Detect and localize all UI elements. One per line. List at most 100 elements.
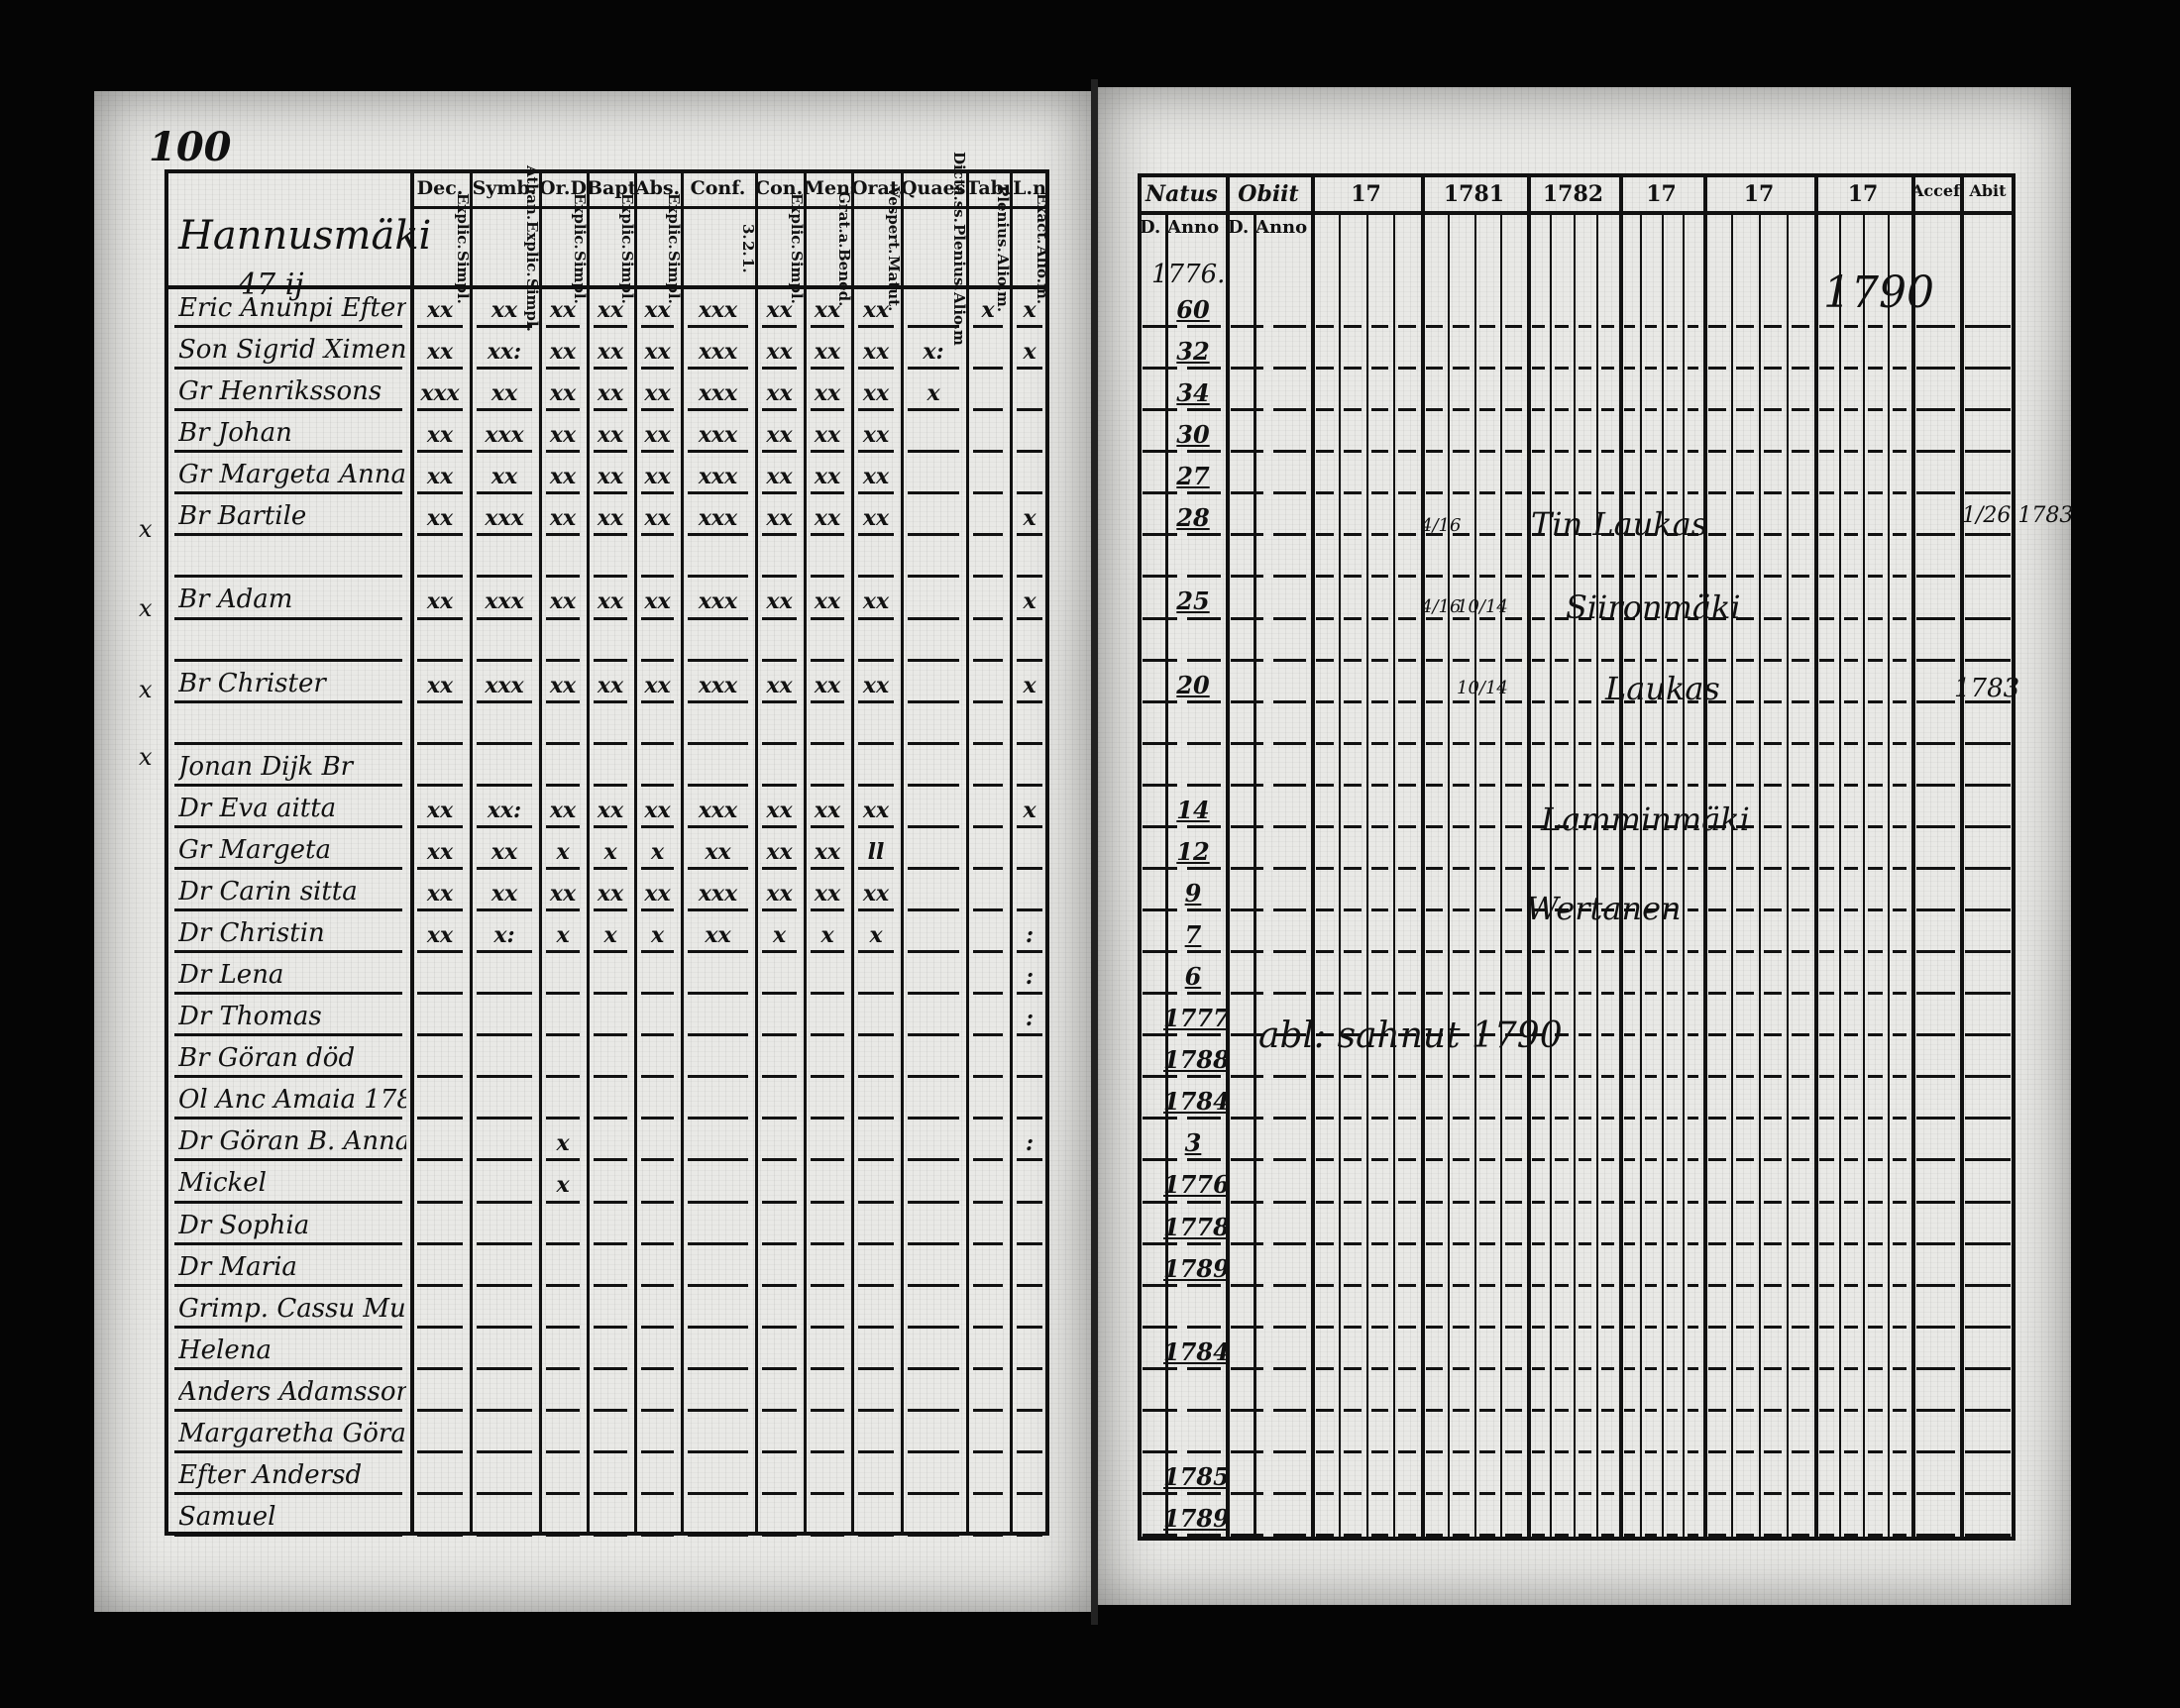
exam-mark: x bbox=[1023, 797, 1036, 823]
cell-line bbox=[762, 824, 797, 828]
cell-line bbox=[1231, 866, 1263, 870]
subheader-text: 3. bbox=[739, 224, 757, 241]
cell-line bbox=[1666, 408, 1678, 412]
cell-line bbox=[1273, 325, 1306, 329]
cell-line bbox=[1532, 1033, 1546, 1037]
exam-mark: xx bbox=[549, 422, 577, 449]
cell-line bbox=[1578, 367, 1591, 371]
cell-line bbox=[908, 1033, 959, 1037]
cell-line bbox=[1624, 1033, 1636, 1037]
column-subheader: Explic. Simpl. bbox=[539, 193, 589, 303]
cell-line bbox=[1892, 699, 1907, 703]
cell-line bbox=[1868, 741, 1883, 745]
column-subheader: Anno bbox=[1167, 217, 1220, 238]
cell-line bbox=[1186, 1492, 1221, 1496]
cell-line bbox=[1231, 1492, 1263, 1496]
cell-line bbox=[1398, 1033, 1416, 1037]
cell-line bbox=[1231, 1283, 1263, 1287]
cell-line bbox=[1843, 866, 1858, 870]
cell-line bbox=[1186, 575, 1221, 579]
cell-line bbox=[1708, 575, 1726, 579]
cell-line bbox=[477, 1200, 532, 1204]
cell-line bbox=[1892, 866, 1907, 870]
cell-line bbox=[1273, 1241, 1306, 1245]
cell-line bbox=[1370, 325, 1389, 329]
cell-line bbox=[1843, 824, 1858, 828]
cell-line bbox=[546, 1241, 580, 1245]
cell-line bbox=[1343, 824, 1362, 828]
cell-line bbox=[908, 1117, 959, 1121]
cell-line bbox=[1143, 491, 1177, 495]
cell-line bbox=[1868, 450, 1883, 454]
cell-line bbox=[1819, 824, 1834, 828]
cell-line bbox=[641, 1075, 674, 1079]
subheader-text: Explic. bbox=[454, 193, 472, 250]
cell-line bbox=[1819, 908, 1834, 912]
cell-line bbox=[1316, 1075, 1334, 1079]
cell-line bbox=[1478, 1325, 1496, 1329]
grid-line bbox=[1573, 211, 1576, 1537]
cell-line bbox=[1426, 699, 1443, 703]
cell-line bbox=[1478, 1117, 1496, 1121]
cell-line bbox=[1370, 450, 1389, 454]
cell-line bbox=[1343, 992, 1362, 996]
cell-line bbox=[1343, 1033, 1362, 1037]
cell-line bbox=[1892, 325, 1907, 329]
cell-line bbox=[1532, 783, 1546, 787]
cell-line bbox=[1452, 1366, 1470, 1370]
row-line bbox=[174, 1200, 402, 1204]
exam-mark: xx bbox=[597, 464, 624, 490]
row-line bbox=[174, 367, 402, 371]
cell-line bbox=[762, 1325, 797, 1329]
cell-line bbox=[1892, 1408, 1907, 1412]
cell-line bbox=[1736, 1241, 1754, 1245]
cell-line bbox=[477, 1325, 532, 1329]
exam-mark: xxx bbox=[485, 422, 524, 449]
cell-line bbox=[1316, 950, 1334, 954]
cell-line bbox=[1624, 1117, 1636, 1121]
cell-line bbox=[1143, 1534, 1177, 1538]
row-line bbox=[174, 1366, 402, 1370]
cell-line bbox=[1231, 992, 1263, 996]
cell-line bbox=[1708, 1075, 1726, 1079]
cell-line bbox=[1452, 1283, 1470, 1287]
cell-line bbox=[1843, 1534, 1858, 1538]
cell-line bbox=[1736, 1200, 1754, 1204]
cell-line bbox=[1398, 491, 1416, 495]
cell-line bbox=[1478, 616, 1496, 620]
cell-line bbox=[973, 533, 1003, 537]
subheader-text: Simpl. bbox=[571, 250, 589, 304]
cell-line bbox=[811, 1241, 844, 1245]
column-divider bbox=[587, 173, 590, 1532]
cell-line bbox=[1578, 450, 1591, 454]
column-subheader: Dicta.ss. Plenius. Alio.m bbox=[901, 152, 968, 345]
column-subheader: Explic. Simpl. bbox=[587, 193, 636, 303]
cell-line bbox=[908, 450, 959, 454]
person-name: Br Adam bbox=[178, 585, 293, 615]
cell-line bbox=[908, 408, 959, 412]
subheader-text: Explic. bbox=[523, 221, 541, 277]
cell-line bbox=[1736, 408, 1754, 412]
cell-line bbox=[641, 1241, 674, 1245]
cell-line bbox=[1452, 533, 1470, 537]
grid-line bbox=[1595, 211, 1598, 1537]
cell-line bbox=[594, 741, 627, 745]
person-name: Br Göran död bbox=[178, 1043, 356, 1074]
cell-line bbox=[417, 1534, 463, 1538]
cell-line bbox=[1736, 1283, 1754, 1287]
cell-line bbox=[1398, 325, 1416, 329]
cell-line bbox=[1600, 699, 1614, 703]
cell-line bbox=[594, 367, 627, 371]
cell-line bbox=[1916, 658, 1955, 662]
cell-line bbox=[1143, 1283, 1177, 1287]
cell-line bbox=[477, 783, 532, 787]
cell-line bbox=[417, 575, 463, 579]
row-line bbox=[174, 1408, 402, 1412]
cell-line bbox=[1624, 533, 1636, 537]
cell-line bbox=[908, 1408, 959, 1412]
cell-line bbox=[1532, 367, 1546, 371]
cell-line bbox=[1600, 866, 1614, 870]
cell-line bbox=[641, 491, 674, 495]
cell-line bbox=[1343, 1534, 1362, 1538]
cell-line bbox=[477, 1283, 532, 1287]
